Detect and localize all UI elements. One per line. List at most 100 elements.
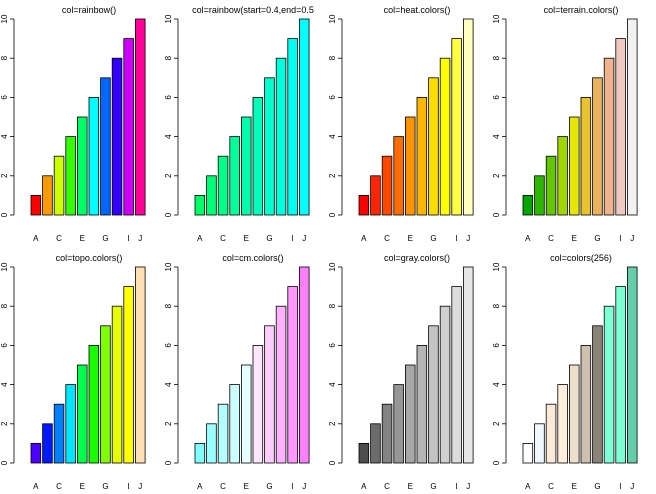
y-tick-label: 2 — [164, 173, 173, 178]
bar-A — [194, 194, 206, 216]
y-tick-label: 6 — [0, 343, 9, 348]
bar-J — [298, 266, 310, 464]
bar-F — [580, 97, 592, 216]
bar-E — [240, 116, 252, 216]
bar-B — [370, 423, 381, 464]
y-tick-label: 8 — [328, 55, 337, 60]
bar-C — [381, 155, 393, 216]
bar-E — [404, 116, 416, 216]
chart-panel-3: col=heat.colors() 0 2 4 6 8 10 A C E G I J — [328, 5, 474, 243]
x-tick-label-J: J — [630, 482, 634, 491]
y-tick-label: 2 — [328, 421, 337, 426]
bar-E — [240, 364, 252, 464]
y-tick-label: 4 — [328, 382, 337, 387]
y-tick-label: 2 — [164, 421, 173, 426]
x-tick-label-E: E — [80, 482, 85, 491]
chart-title: col=colors(256) — [550, 253, 612, 263]
chart-title: col=heat.colors() — [384, 5, 451, 15]
y-tick-label: 2 — [492, 421, 501, 426]
bar-A — [522, 442, 534, 464]
bar-B — [370, 175, 381, 216]
bar-E — [569, 364, 580, 464]
bar-C — [53, 155, 65, 216]
y-tick-label: 10 — [328, 262, 337, 271]
bar-F — [252, 97, 264, 216]
x-tick-label-G: G — [266, 482, 272, 491]
y-tick-label: 8 — [492, 55, 501, 60]
x-tick-label-E: E — [572, 482, 577, 491]
bar-J — [462, 18, 474, 216]
bar-I — [287, 286, 298, 464]
x-tick-label-G: G — [266, 234, 272, 243]
chart-title: col=rainbow(start=0.4,end=0.5 — [192, 5, 314, 15]
bar-D — [65, 384, 76, 464]
y-tick-label: 0 — [328, 460, 337, 465]
x-tick-label-C: C — [548, 234, 554, 243]
bar-D — [229, 136, 240, 216]
bar-I — [451, 38, 462, 216]
x-tick-label-J: J — [302, 482, 306, 491]
bar-E — [77, 364, 88, 464]
y-tick-label: 6 — [492, 95, 501, 100]
bar-A — [358, 442, 370, 464]
x-tick-label-A: A — [33, 234, 39, 243]
y-tick-label: 10 — [164, 262, 173, 271]
chart-panel-2: col=rainbow(start=0.4,end=0.5 0 2 4 6 8 10 A C E G… — [164, 5, 314, 243]
x-tick-label-I: I — [620, 234, 622, 243]
bar-I — [123, 286, 134, 464]
bar-C — [545, 403, 557, 464]
y-tick-label: 10 — [328, 14, 337, 23]
bar-H — [603, 57, 615, 216]
x-tick-label-E: E — [80, 234, 85, 243]
y-tick-label: 6 — [328, 95, 337, 100]
y-tick-label: 0 — [492, 212, 501, 217]
bar-A — [30, 442, 42, 464]
x-tick-label-I: I — [456, 482, 458, 491]
bar-F — [416, 97, 428, 216]
y-tick-label: 0 — [0, 460, 9, 465]
x-tick-label-G: G — [102, 482, 108, 491]
bar-J — [134, 266, 146, 464]
y-tick-label: 0 — [328, 212, 337, 217]
y-tick-label: 10 — [492, 262, 501, 271]
bar-A — [358, 194, 370, 216]
x-tick-label-C: C — [548, 482, 554, 491]
bar-C — [545, 155, 557, 216]
y-tick-label: 4 — [0, 382, 9, 387]
bar-C — [217, 403, 229, 464]
bar-G — [592, 325, 603, 464]
bar-I — [451, 286, 462, 464]
bar-E — [404, 364, 416, 464]
bar-E — [77, 116, 88, 216]
y-tick-label: 10 — [0, 262, 9, 271]
bar-H — [439, 57, 451, 216]
bar-C — [53, 403, 65, 464]
bar-G — [428, 325, 439, 464]
x-tick-label-I: I — [292, 234, 294, 243]
chart-title: col=rainbow() — [62, 5, 116, 15]
bar-G — [428, 77, 439, 216]
bar-G — [592, 77, 603, 216]
bar-H — [111, 305, 123, 464]
x-tick-label-G: G — [594, 482, 600, 491]
y-tick-label: 0 — [164, 460, 173, 465]
x-tick-label-J: J — [138, 482, 142, 491]
bar-I — [287, 38, 298, 216]
bar-B — [42, 423, 53, 464]
bar-G — [264, 77, 275, 216]
x-tick-label-J: J — [138, 234, 142, 243]
chart-panel-8: col=colors(256) 0 2 4 6 8 10 A C E G I J — [492, 253, 638, 491]
chart-panel-1: col=rainbow() 0 2 4 6 8 10 A C E G I J — [0, 5, 146, 243]
y-tick-label: 8 — [328, 303, 337, 308]
bar-J — [462, 266, 474, 464]
x-tick-label-E: E — [572, 234, 577, 243]
x-tick-label-A: A — [361, 482, 367, 491]
y-tick-label: 10 — [0, 14, 9, 23]
bar-D — [229, 384, 240, 464]
y-tick-label: 4 — [0, 134, 9, 139]
bar-A — [522, 194, 534, 216]
bar-J — [627, 18, 638, 216]
x-tick-label-J: J — [302, 234, 306, 243]
x-tick-label-G: G — [594, 234, 600, 243]
